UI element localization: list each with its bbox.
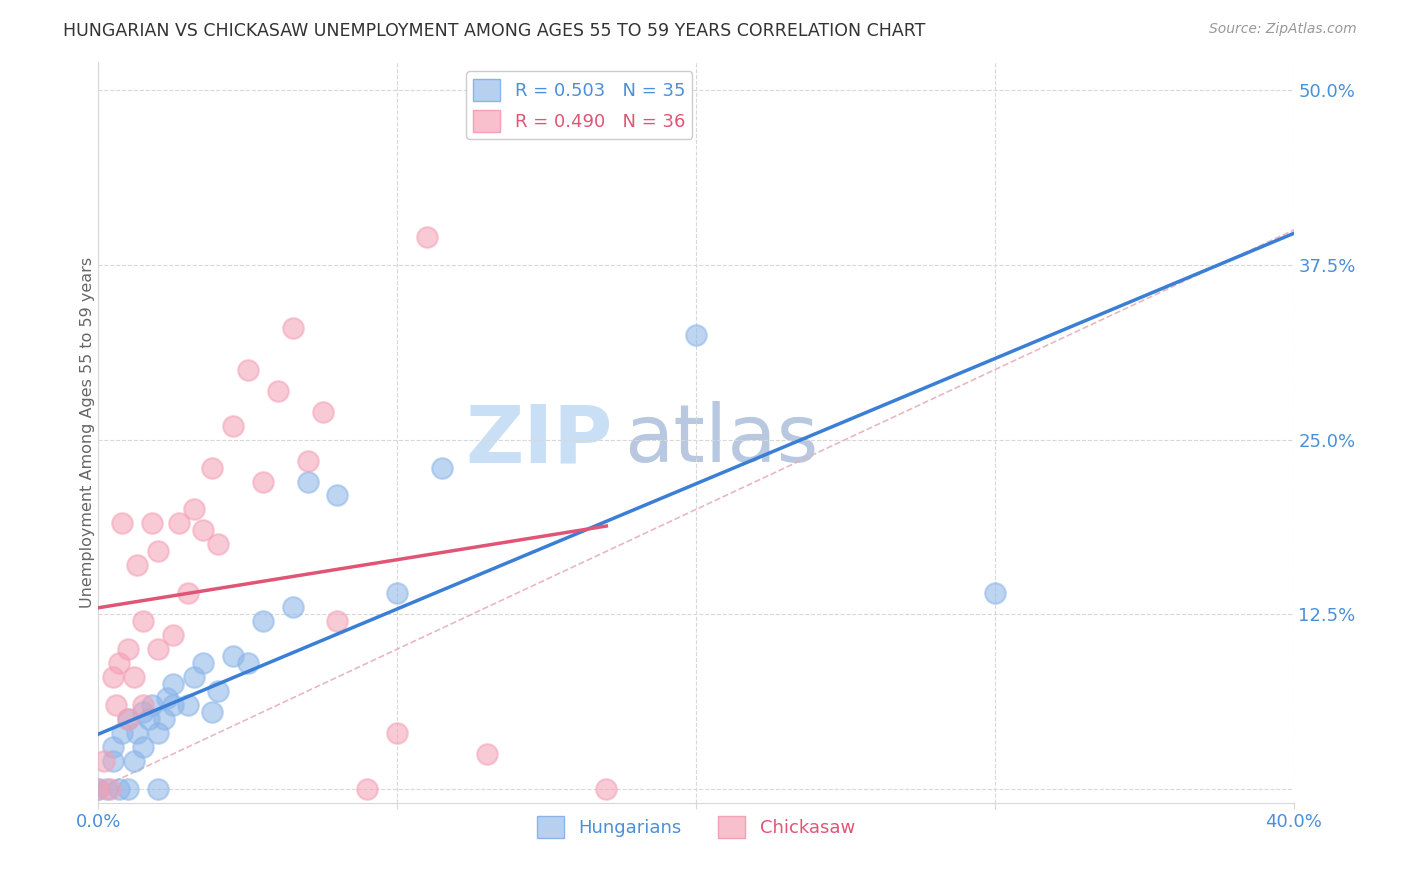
Point bbox=[127, 558, 149, 573]
Point bbox=[124, 670, 146, 684]
Point bbox=[103, 670, 125, 684]
Point bbox=[148, 642, 170, 657]
Point bbox=[103, 739, 125, 754]
Point bbox=[124, 754, 146, 768]
Point bbox=[984, 586, 1007, 600]
Point bbox=[132, 739, 155, 754]
Text: Source: ZipAtlas.com: Source: ZipAtlas.com bbox=[1209, 22, 1357, 37]
Point bbox=[416, 230, 439, 244]
Point bbox=[281, 600, 304, 615]
Point bbox=[281, 321, 304, 335]
Point bbox=[132, 698, 155, 712]
Point bbox=[191, 524, 214, 538]
Point bbox=[236, 656, 259, 670]
Point bbox=[685, 327, 707, 342]
Point bbox=[385, 726, 409, 740]
Text: atlas: atlas bbox=[624, 401, 818, 479]
Point bbox=[252, 475, 274, 489]
Point bbox=[153, 712, 176, 726]
Point bbox=[162, 677, 184, 691]
Point bbox=[138, 712, 160, 726]
Point bbox=[475, 747, 498, 761]
Point bbox=[148, 781, 170, 796]
Point bbox=[430, 460, 453, 475]
Point bbox=[252, 614, 274, 628]
Point bbox=[267, 384, 290, 398]
Point bbox=[191, 656, 214, 670]
Point bbox=[141, 516, 163, 531]
Point bbox=[148, 726, 170, 740]
Point bbox=[201, 705, 224, 719]
Point bbox=[96, 781, 118, 796]
Point bbox=[207, 537, 229, 551]
Point bbox=[141, 698, 163, 712]
Point bbox=[117, 781, 139, 796]
Point bbox=[201, 460, 224, 475]
Point bbox=[156, 691, 179, 706]
Text: HUNGARIAN VS CHICKASAW UNEMPLOYMENT AMONG AGES 55 TO 59 YEARS CORRELATION CHART: HUNGARIAN VS CHICKASAW UNEMPLOYMENT AMON… bbox=[63, 22, 925, 40]
Point bbox=[167, 516, 190, 531]
Point bbox=[148, 544, 170, 558]
Point bbox=[93, 754, 115, 768]
Point bbox=[111, 726, 134, 740]
Point bbox=[177, 698, 200, 712]
Point bbox=[117, 712, 139, 726]
Point bbox=[297, 475, 319, 489]
Point bbox=[162, 628, 184, 642]
Point bbox=[117, 642, 139, 657]
Point bbox=[207, 684, 229, 698]
Point bbox=[297, 453, 319, 467]
Legend: Hungarians, Chickasaw: Hungarians, Chickasaw bbox=[530, 809, 862, 846]
Point bbox=[98, 781, 122, 796]
Point bbox=[105, 698, 128, 712]
Point bbox=[356, 781, 378, 796]
Point bbox=[222, 649, 245, 664]
Point bbox=[326, 614, 349, 628]
Point bbox=[385, 586, 409, 600]
Point bbox=[87, 781, 110, 796]
Point bbox=[162, 698, 184, 712]
Point bbox=[103, 754, 125, 768]
Point bbox=[183, 502, 205, 516]
Point bbox=[117, 712, 139, 726]
Point bbox=[111, 516, 134, 531]
Point bbox=[108, 781, 131, 796]
Point bbox=[132, 614, 155, 628]
Text: ZIP: ZIP bbox=[465, 401, 613, 479]
Point bbox=[183, 670, 205, 684]
Point bbox=[326, 488, 349, 502]
Y-axis label: Unemployment Among Ages 55 to 59 years: Unemployment Among Ages 55 to 59 years bbox=[80, 257, 94, 608]
Point bbox=[127, 726, 149, 740]
Point bbox=[222, 418, 245, 433]
Point bbox=[311, 405, 333, 419]
Point bbox=[108, 656, 131, 670]
Point bbox=[132, 705, 155, 719]
Point bbox=[236, 363, 259, 377]
Point bbox=[87, 781, 110, 796]
Point bbox=[177, 586, 200, 600]
Point bbox=[595, 781, 617, 796]
